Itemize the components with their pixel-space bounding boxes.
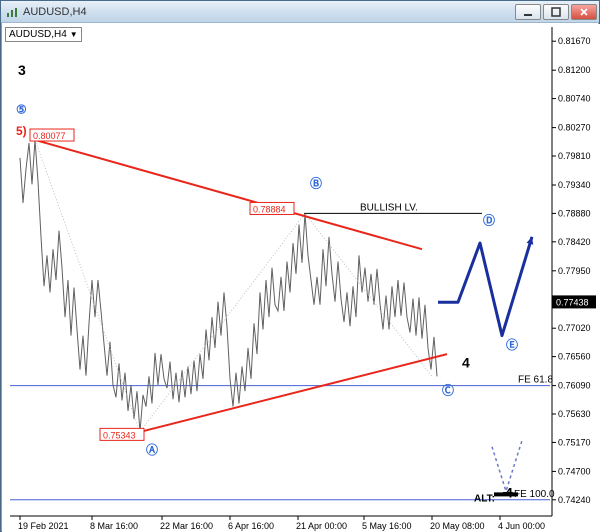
svg-text:0.74240: 0.74240 bbox=[558, 495, 591, 505]
chart-window: AUDUSD,H4 AUDUSD,H4 ▼ 0.74240 0.74700 0.75… bbox=[0, 0, 600, 532]
svg-text:4: 4 bbox=[462, 355, 470, 371]
svg-text:Ⓔ: Ⓔ bbox=[506, 337, 518, 352]
svg-text:19 Feb 2021: 19 Feb 2021 bbox=[18, 521, 69, 531]
svg-text:0.75343: 0.75343 bbox=[103, 430, 136, 440]
svg-text:Ⓑ: Ⓑ bbox=[310, 175, 322, 190]
svg-text:0.77950: 0.77950 bbox=[558, 266, 591, 276]
svg-text:0.76560: 0.76560 bbox=[558, 352, 591, 362]
svg-text:⑤: ⑤ bbox=[16, 102, 27, 116]
svg-text:0.78880: 0.78880 bbox=[558, 208, 591, 218]
svg-text:0.78420: 0.78420 bbox=[558, 237, 591, 247]
symbol-dropdown-label: AUDUSD,H4 bbox=[9, 29, 67, 40]
svg-text:8 Mar 16:00: 8 Mar 16:00 bbox=[90, 521, 138, 531]
close-button[interactable] bbox=[571, 4, 597, 20]
svg-text:Ⓓ: Ⓓ bbox=[483, 213, 495, 228]
svg-text:0.75170: 0.75170 bbox=[558, 437, 591, 447]
svg-text:0.77020: 0.77020 bbox=[558, 323, 591, 333]
svg-text:FE 61.8: FE 61.8 bbox=[518, 375, 553, 386]
svg-text:0.81670: 0.81670 bbox=[558, 36, 591, 46]
symbol-dropdown[interactable]: AUDUSD,H4 ▼ bbox=[5, 27, 82, 42]
svg-text:0.80077: 0.80077 bbox=[33, 131, 66, 141]
svg-text:6 Apr 16:00: 6 Apr 16:00 bbox=[228, 521, 274, 531]
svg-text:0.77438: 0.77438 bbox=[556, 297, 589, 307]
svg-text:0.81200: 0.81200 bbox=[558, 65, 591, 75]
svg-text:4 Jun 00:00: 4 Jun 00:00 bbox=[498, 521, 545, 531]
svg-text:0.79810: 0.79810 bbox=[558, 151, 591, 161]
svg-text:0.79340: 0.79340 bbox=[558, 180, 591, 190]
svg-text:3: 3 bbox=[18, 62, 26, 78]
chart-area[interactable]: AUDUSD,H4 ▼ 0.74240 0.74700 0.75170 0.75630… bbox=[2, 24, 600, 532]
svg-text:0.80740: 0.80740 bbox=[558, 94, 591, 104]
svg-text:0.75630: 0.75630 bbox=[558, 409, 591, 419]
titlebar[interactable]: AUDUSD,H4 bbox=[1, 1, 599, 23]
svg-text:Ⓒ: Ⓒ bbox=[442, 382, 454, 397]
svg-text:21 Apr 00:00: 21 Apr 00:00 bbox=[296, 521, 347, 531]
svg-text:20 May 08:00: 20 May 08:00 bbox=[430, 521, 485, 531]
svg-text:5 May 16:00: 5 May 16:00 bbox=[362, 521, 412, 531]
chart-icon bbox=[5, 5, 19, 19]
svg-text:0.80270: 0.80270 bbox=[558, 123, 591, 133]
price-chart: 0.74240 0.74700 0.75170 0.75630 0.76090 0.765… bbox=[2, 24, 600, 532]
svg-text:0.78884: 0.78884 bbox=[253, 204, 286, 214]
svg-text:FE 100.0: FE 100.0 bbox=[514, 489, 555, 500]
svg-text:ALT:: ALT: bbox=[474, 493, 495, 504]
svg-text:Ⓐ: Ⓐ bbox=[146, 442, 158, 457]
chevron-down-icon: ▼ bbox=[70, 30, 78, 39]
svg-text:5): 5) bbox=[16, 124, 27, 138]
window-title: AUDUSD,H4 bbox=[23, 6, 513, 18]
minimize-button[interactable] bbox=[515, 4, 541, 20]
svg-text:0.76090: 0.76090 bbox=[558, 381, 591, 391]
svg-text:0.74700: 0.74700 bbox=[558, 466, 591, 476]
svg-text:BULLISH LV.: BULLISH LV. bbox=[360, 202, 418, 213]
maximize-button[interactable] bbox=[543, 4, 569, 20]
svg-text:22 Mar 16:00: 22 Mar 16:00 bbox=[160, 521, 213, 531]
